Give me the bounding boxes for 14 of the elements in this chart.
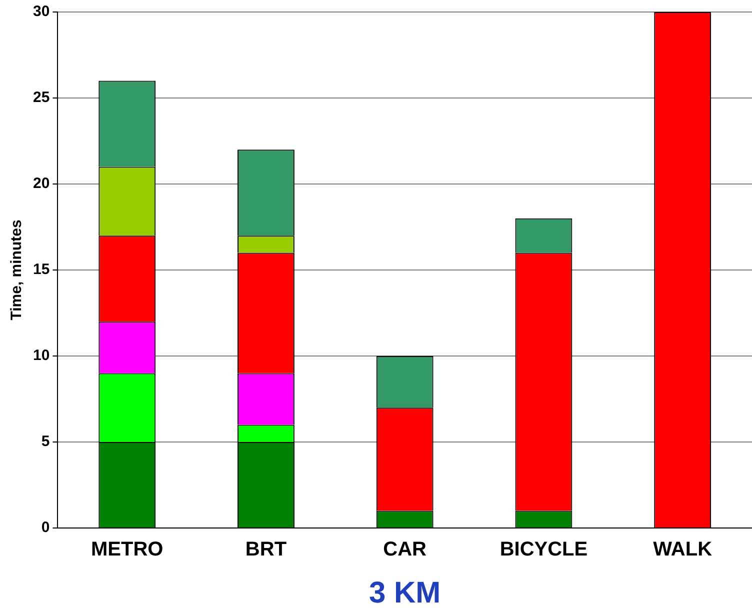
x-tick-label: BICYCLE: [500, 538, 588, 561]
x-tick-label: METRO: [91, 538, 164, 561]
x-tick-label: CAR: [383, 538, 428, 561]
x-axis-title: 3 KM: [369, 576, 441, 610]
y-tick-label: 20: [32, 175, 50, 192]
y-tick-label: 30: [32, 3, 50, 20]
y-tick-label: 15: [32, 261, 50, 278]
x-tick-label: WALK: [653, 538, 713, 561]
y-tick-label: 25: [32, 89, 50, 106]
y-tick-label: 10: [32, 347, 50, 364]
y-tick-label: 5: [41, 433, 50, 450]
y-tick-label: 0: [41, 519, 50, 536]
y-axis-title: Time, minutes: [8, 220, 26, 320]
x-tick-label: BRT: [245, 538, 287, 561]
